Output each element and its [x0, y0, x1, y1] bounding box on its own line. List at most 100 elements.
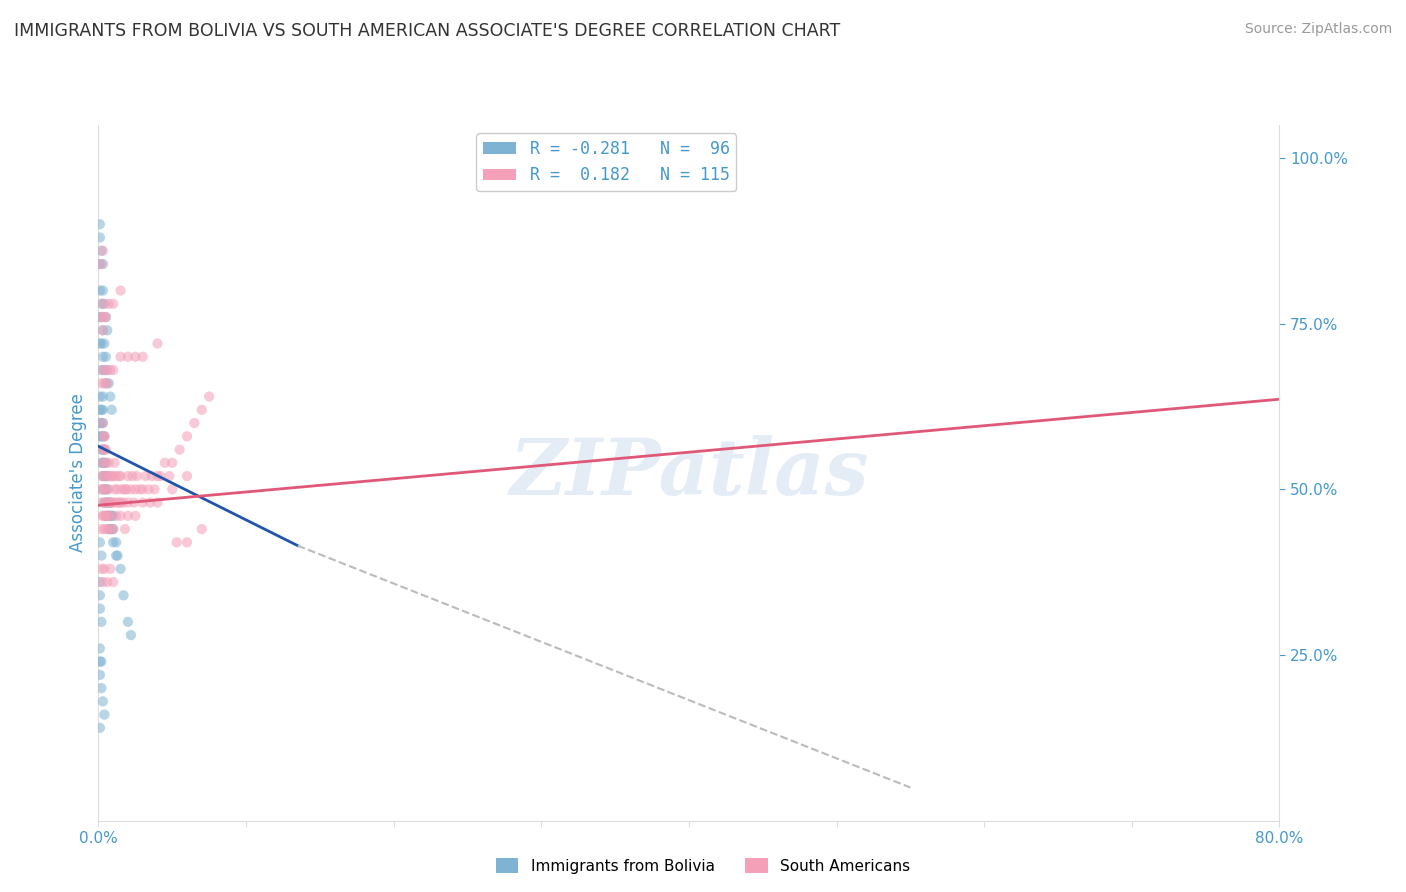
Point	[153, 456, 176, 470]
Point	[93, 363, 115, 377]
Point	[100, 495, 122, 509]
Point	[110, 469, 132, 483]
Point	[139, 495, 162, 509]
Point	[105, 508, 128, 523]
Point	[96, 495, 118, 509]
Y-axis label: Associate's Degree: Associate's Degree	[69, 393, 87, 552]
Point	[96, 575, 118, 590]
Point	[104, 456, 127, 470]
Point	[89, 721, 111, 735]
Point	[91, 508, 114, 523]
Point	[100, 522, 122, 536]
Point	[94, 310, 117, 324]
Point	[90, 469, 112, 483]
Point	[89, 257, 111, 271]
Point	[96, 522, 118, 536]
Point	[93, 336, 115, 351]
Point	[128, 483, 150, 497]
Point	[93, 429, 115, 443]
Point	[110, 495, 132, 509]
Point	[124, 483, 146, 497]
Point	[91, 694, 114, 708]
Point	[91, 257, 114, 271]
Point	[90, 562, 112, 576]
Text: IMMIGRANTS FROM BOLIVIA VS SOUTH AMERICAN ASSOCIATE'S DEGREE CORRELATION CHART: IMMIGRANTS FROM BOLIVIA VS SOUTH AMERICA…	[14, 22, 841, 40]
Point	[91, 442, 114, 457]
Point	[125, 469, 148, 483]
Point	[91, 323, 114, 337]
Point	[89, 641, 111, 656]
Point	[90, 495, 112, 509]
Point	[135, 469, 157, 483]
Point	[107, 549, 129, 563]
Point	[198, 390, 221, 404]
Point	[96, 508, 118, 523]
Point	[107, 483, 129, 497]
Point	[93, 297, 115, 311]
Point	[91, 350, 114, 364]
Point	[103, 522, 125, 536]
Point	[91, 469, 114, 483]
Point	[132, 483, 155, 497]
Point	[97, 508, 120, 523]
Point	[91, 244, 114, 258]
Point	[89, 668, 111, 682]
Point	[98, 469, 121, 483]
Point	[91, 483, 114, 497]
Point	[98, 522, 121, 536]
Point	[90, 297, 112, 311]
Point	[111, 483, 134, 497]
Point	[98, 495, 121, 509]
Point	[120, 483, 142, 497]
Point	[94, 469, 117, 483]
Point	[98, 390, 121, 404]
Point	[124, 350, 146, 364]
Point	[93, 562, 115, 576]
Point	[89, 390, 111, 404]
Point	[90, 442, 112, 457]
Point	[112, 588, 135, 602]
Point	[94, 350, 117, 364]
Point	[91, 390, 114, 404]
Point	[93, 522, 115, 536]
Point	[117, 469, 139, 483]
Point	[91, 416, 114, 430]
Point	[110, 508, 132, 523]
Point	[93, 483, 115, 497]
Point	[90, 655, 112, 669]
Point	[117, 495, 139, 509]
Point	[108, 469, 131, 483]
Point	[100, 402, 122, 417]
Point	[93, 469, 115, 483]
Point	[94, 483, 117, 497]
Point	[89, 429, 111, 443]
Point	[91, 575, 114, 590]
Point	[93, 469, 115, 483]
Point	[93, 495, 115, 509]
Point	[94, 495, 117, 509]
Point	[166, 535, 188, 549]
Point	[132, 495, 155, 509]
Legend: R = -0.281   N =  96, R =  0.182   N = 115: R = -0.281 N = 96, R = 0.182 N = 115	[477, 133, 737, 191]
Point	[90, 310, 112, 324]
Point	[98, 508, 121, 523]
Point	[94, 376, 117, 391]
Point	[91, 442, 114, 457]
Point	[89, 284, 111, 298]
Point	[169, 442, 191, 457]
Point	[91, 508, 114, 523]
Point	[93, 429, 115, 443]
Point	[90, 549, 112, 563]
Point	[117, 508, 139, 523]
Text: Source: ZipAtlas.com: Source: ZipAtlas.com	[1244, 22, 1392, 37]
Point	[191, 522, 214, 536]
Point	[97, 508, 120, 523]
Point	[94, 442, 117, 457]
Point	[105, 495, 128, 509]
Point	[89, 336, 111, 351]
Point	[97, 297, 120, 311]
Point	[146, 469, 169, 483]
Point	[89, 416, 111, 430]
Point	[93, 310, 115, 324]
Point	[110, 284, 132, 298]
